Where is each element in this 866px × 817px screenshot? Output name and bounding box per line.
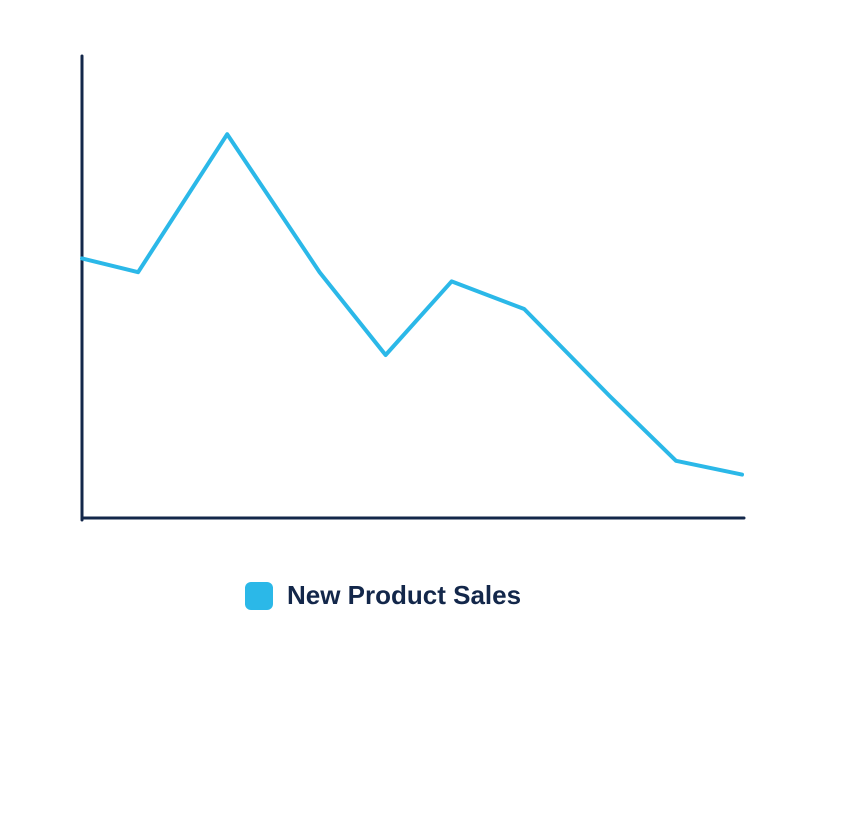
chart-svg (0, 0, 866, 817)
chart-legend: New Product Sales (245, 580, 521, 611)
series-line-new-product-sales (82, 134, 742, 474)
legend-label: New Product Sales (287, 580, 521, 611)
sales-line-chart: New Product Sales (0, 0, 866, 817)
legend-swatch (245, 582, 273, 610)
